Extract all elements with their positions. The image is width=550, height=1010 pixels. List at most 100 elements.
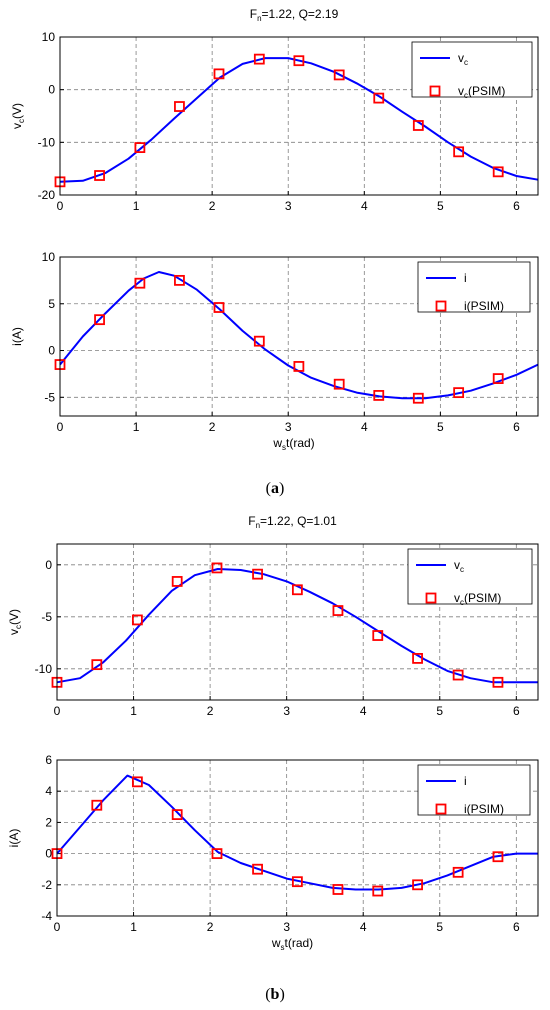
x-tick-label: 1 [133,199,140,213]
x-tick-label: 5 [437,199,444,213]
legend-marker-swatch [435,803,447,815]
y-tick-label: 10 [42,250,56,264]
x-tick-label: 0 [57,199,64,213]
chart-title: Fn=1.22, Q=1.01 [248,514,337,530]
chart-title: Fn=1.22, Q=2.19 [250,7,339,23]
x-tick-label: 2 [209,420,216,434]
series-line-i [59,271,539,400]
psim-marker [412,879,423,891]
psim-marker [131,614,143,626]
legend-label: vc [458,51,468,67]
legend-box [411,41,533,98]
psim-marker [372,630,384,641]
x-tick-label: 4 [360,920,367,934]
axes-frame [59,36,539,196]
y-tick-label: -20 [38,188,56,202]
y-tick-label: 0 [45,558,52,572]
y-tick-label: 6 [45,753,52,767]
x-tick-label: 0 [54,704,61,718]
psim-marker [492,676,504,688]
series-line-v [59,57,539,183]
caption-a: (a) [265,480,285,497]
caption-b: (b) [265,986,285,1003]
x-tick-label: 2 [207,704,214,718]
legend-label: i [464,774,467,788]
y-tick-label: -2 [41,878,52,892]
psim-marker [492,373,504,384]
y-tick-label: 0 [45,847,52,861]
legend: vc vc(PSIM) [407,548,533,607]
psim-marker [333,378,345,390]
legend-label: i(PSIM) [464,299,504,313]
psim-marker [174,101,185,112]
psim-marker [412,392,424,404]
psim-marker [293,55,305,67]
psim-marker [452,866,464,878]
psim-marker [213,68,225,80]
axes-frame [56,543,539,701]
psim-marker [412,653,423,664]
y-tick-label: 4 [45,784,52,798]
legend-label: i(PSIM) [464,802,504,816]
axes-frame [56,759,539,917]
psim-marker [333,69,345,81]
psim-marker [332,605,344,616]
psim-marker [131,776,143,788]
series-line-i [56,774,538,891]
psim-marker [91,659,103,671]
x-tick-label: 6 [513,704,520,718]
legend-label: vc [454,558,464,574]
axes-frame [59,256,539,417]
x-tick-label: 6 [513,920,520,934]
psim-marker [332,884,344,895]
psim-marker [252,568,263,580]
psim-marker [94,170,105,181]
psim-marker [211,562,223,574]
psim-marker [91,799,103,811]
legend: i i(PSIM) [417,261,531,313]
x-tick-label: 3 [285,199,292,213]
x-tick-label: 5 [437,420,444,434]
psim-marker [253,335,265,347]
y-tick-label: -5 [44,390,55,404]
psim-marker [134,142,146,154]
psim-marker [94,314,105,326]
psim-marker [291,584,303,596]
chart-3: 0 1 2 3 4 5 6 -10 -5 0 Fn=1.22, Q=1.01 vc(V) vc vc(PS… [7,514,539,718]
y-tick-label: 0 [48,344,55,358]
x-tick-label: 5 [436,920,443,934]
x-tick-label: 5 [436,704,443,718]
y-tick-label: 10 [42,30,56,44]
psim-marker [492,166,504,178]
psim-marker [453,387,465,399]
legend-marker-swatch [429,85,441,97]
y-axis-label: i(A) [10,327,24,346]
x-tick-label: 4 [361,420,368,434]
y-tick-label: 0 [48,83,55,97]
x-tick-label: 1 [133,420,140,434]
y-tick-label: -4 [41,909,52,923]
psim-marker [171,809,183,820]
psim-marker [453,146,465,158]
x-tick-label: 2 [209,199,216,213]
psim-marker [253,53,265,65]
x-tick-label: 0 [57,420,64,434]
psim-marker [293,361,305,372]
psim-marker [372,885,384,897]
x-tick-label: 3 [285,420,292,434]
legend: i i(PSIM) [417,764,531,816]
psim-marker [211,848,223,859]
legend-box [407,548,533,605]
psim-marker [252,863,263,875]
psim-marker [291,876,303,888]
legend-label: vc(PSIM) [458,84,505,100]
y-axis-label: i(A) [7,829,21,848]
psim-marker [492,851,504,863]
y-tick-label: 5 [48,297,55,311]
legend-label: vc(PSIM) [454,591,501,607]
psim-marker [171,576,183,587]
chart-4: 0 1 2 3 4 5 6 -4 -2 0 2 4 6 i(A) wst(rad) i i(PSIM) [7,753,539,952]
x-tick-label: 3 [283,704,290,718]
y-tick-label: -5 [41,610,52,624]
